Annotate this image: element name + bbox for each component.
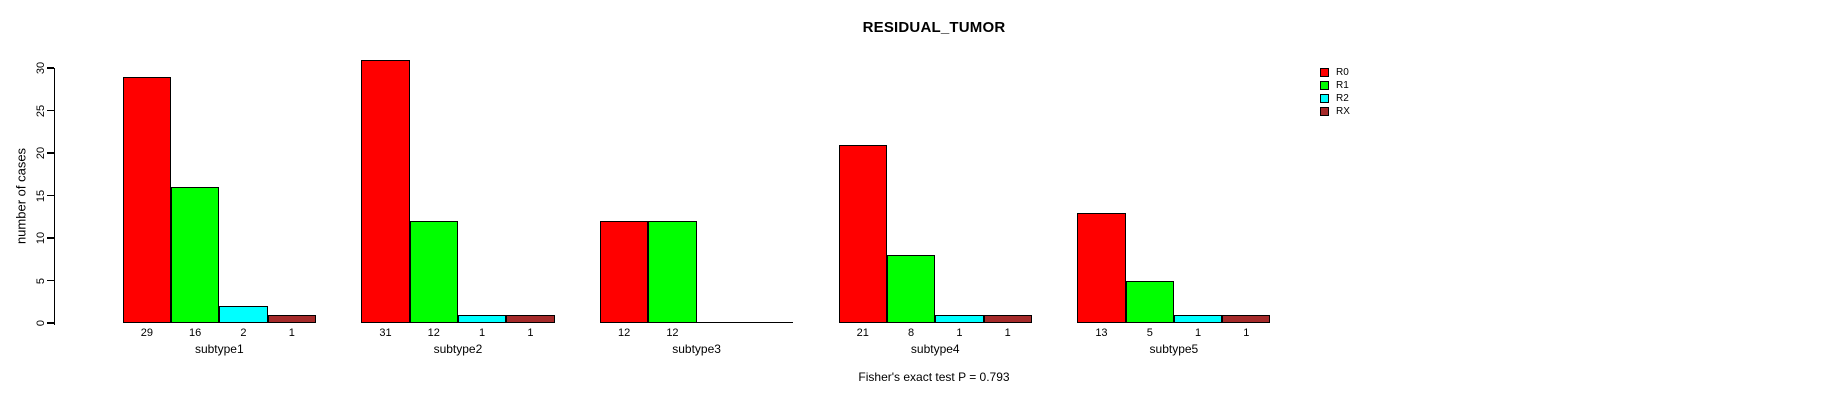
bar-R0-subtype1 (122, 76, 171, 323)
bar-value-label: 2 (240, 327, 247, 339)
legend-item-R0: R0 (1320, 67, 1350, 78)
y-tick (46, 237, 54, 239)
y-tick-label: 5 (35, 277, 47, 284)
fisher-test-annotation: Fisher's exact test P = 0.793 (858, 370, 1010, 384)
legend-label-R2: R2 (1336, 93, 1349, 104)
chart-legend: R0 R1 R2 RX (1320, 68, 1350, 120)
bar-value-label: 5 (1146, 327, 1153, 339)
bar-value-label: 1 (288, 327, 295, 339)
y-tick (46, 152, 54, 154)
legend-swatch-R1 (1320, 81, 1329, 90)
category-label-subtype3: subtype3 (672, 342, 721, 356)
legend-label-R0: R0 (1336, 67, 1349, 78)
y-tick-label: 25 (35, 104, 47, 117)
legend-item-R1: R1 (1320, 80, 1350, 91)
bar-value-label: 1 (1243, 327, 1250, 339)
y-tick-label: 15 (35, 189, 47, 202)
legend-label-R1: R1 (1336, 80, 1349, 91)
y-tick-label: 10 (35, 231, 47, 245)
bar-value-label: 12 (666, 327, 679, 339)
bar-RX-subtype2 (506, 314, 555, 323)
bar-R2-subtype2 (457, 314, 507, 323)
bar-R2-subtype1 (219, 306, 268, 323)
bar-value-label: 1 (1004, 327, 1011, 339)
bar-value-label: 13 (1095, 327, 1108, 339)
legend-swatch-R2 (1320, 94, 1329, 103)
bar-value-label: 12 (618, 327, 631, 339)
category-label-subtype2: subtype2 (433, 342, 483, 356)
bar-value-label: 16 (189, 327, 202, 339)
chart-title: RESIDUAL_TUMOR (862, 19, 1006, 36)
y-tick (46, 279, 54, 282)
bar-R1-subtype3 (648, 221, 697, 323)
y-tick (46, 322, 54, 324)
bar-value-label: 1 (527, 327, 534, 339)
bar-R1-subtype4 (886, 255, 936, 323)
legend-label-RX: RX (1336, 106, 1350, 117)
bar-R2-subtype5 (1173, 314, 1223, 323)
bar-value-label: 12 (427, 327, 440, 339)
bar-R1-subtype1 (171, 187, 220, 323)
y-tick (46, 67, 54, 69)
y-tick (46, 194, 54, 197)
bar-RX-subtype4 (983, 314, 1032, 323)
bar-RX-subtype1 (267, 314, 316, 323)
bar-R0-subtype3 (600, 221, 649, 323)
bar-value-label: 8 (908, 327, 915, 339)
bar-R1-subtype5 (1125, 280, 1174, 323)
y-tick (46, 109, 54, 112)
bar-RX-subtype3-zero (744, 321, 794, 323)
bar-RX-subtype5 (1222, 314, 1271, 323)
bar-R0-subtype2 (361, 59, 410, 323)
bar-value-label: 1 (1194, 327, 1202, 339)
bar-value-label: 1 (479, 327, 486, 339)
bar-R0-subtype4 (838, 144, 887, 323)
bar-R0-subtype5 (1077, 212, 1126, 323)
bar-R1-subtype2 (409, 221, 458, 323)
legend-item-RX: RX (1320, 106, 1350, 117)
y-tick-label: 20 (35, 146, 47, 160)
bar-value-label: 29 (140, 327, 153, 339)
category-label-subtype4: subtype4 (910, 342, 960, 356)
y-axis-line (53, 68, 55, 325)
legend-swatch-R0 (1320, 68, 1329, 77)
y-tick-label: 0 (35, 319, 47, 327)
bar-R2-subtype4 (935, 314, 984, 323)
bar-value-label: 1 (956, 327, 963, 339)
legend-swatch-RX (1320, 107, 1329, 116)
bar-value-label: 21 (856, 327, 869, 339)
legend-item-R2: R2 (1320, 93, 1350, 104)
category-label-subtype1: subtype1 (194, 342, 244, 356)
y-tick-label: 30 (35, 61, 47, 75)
bar-value-label: 31 (379, 327, 392, 339)
bar-R2-subtype3-zero (696, 321, 745, 323)
category-label-subtype5: subtype5 (1149, 342, 1199, 356)
